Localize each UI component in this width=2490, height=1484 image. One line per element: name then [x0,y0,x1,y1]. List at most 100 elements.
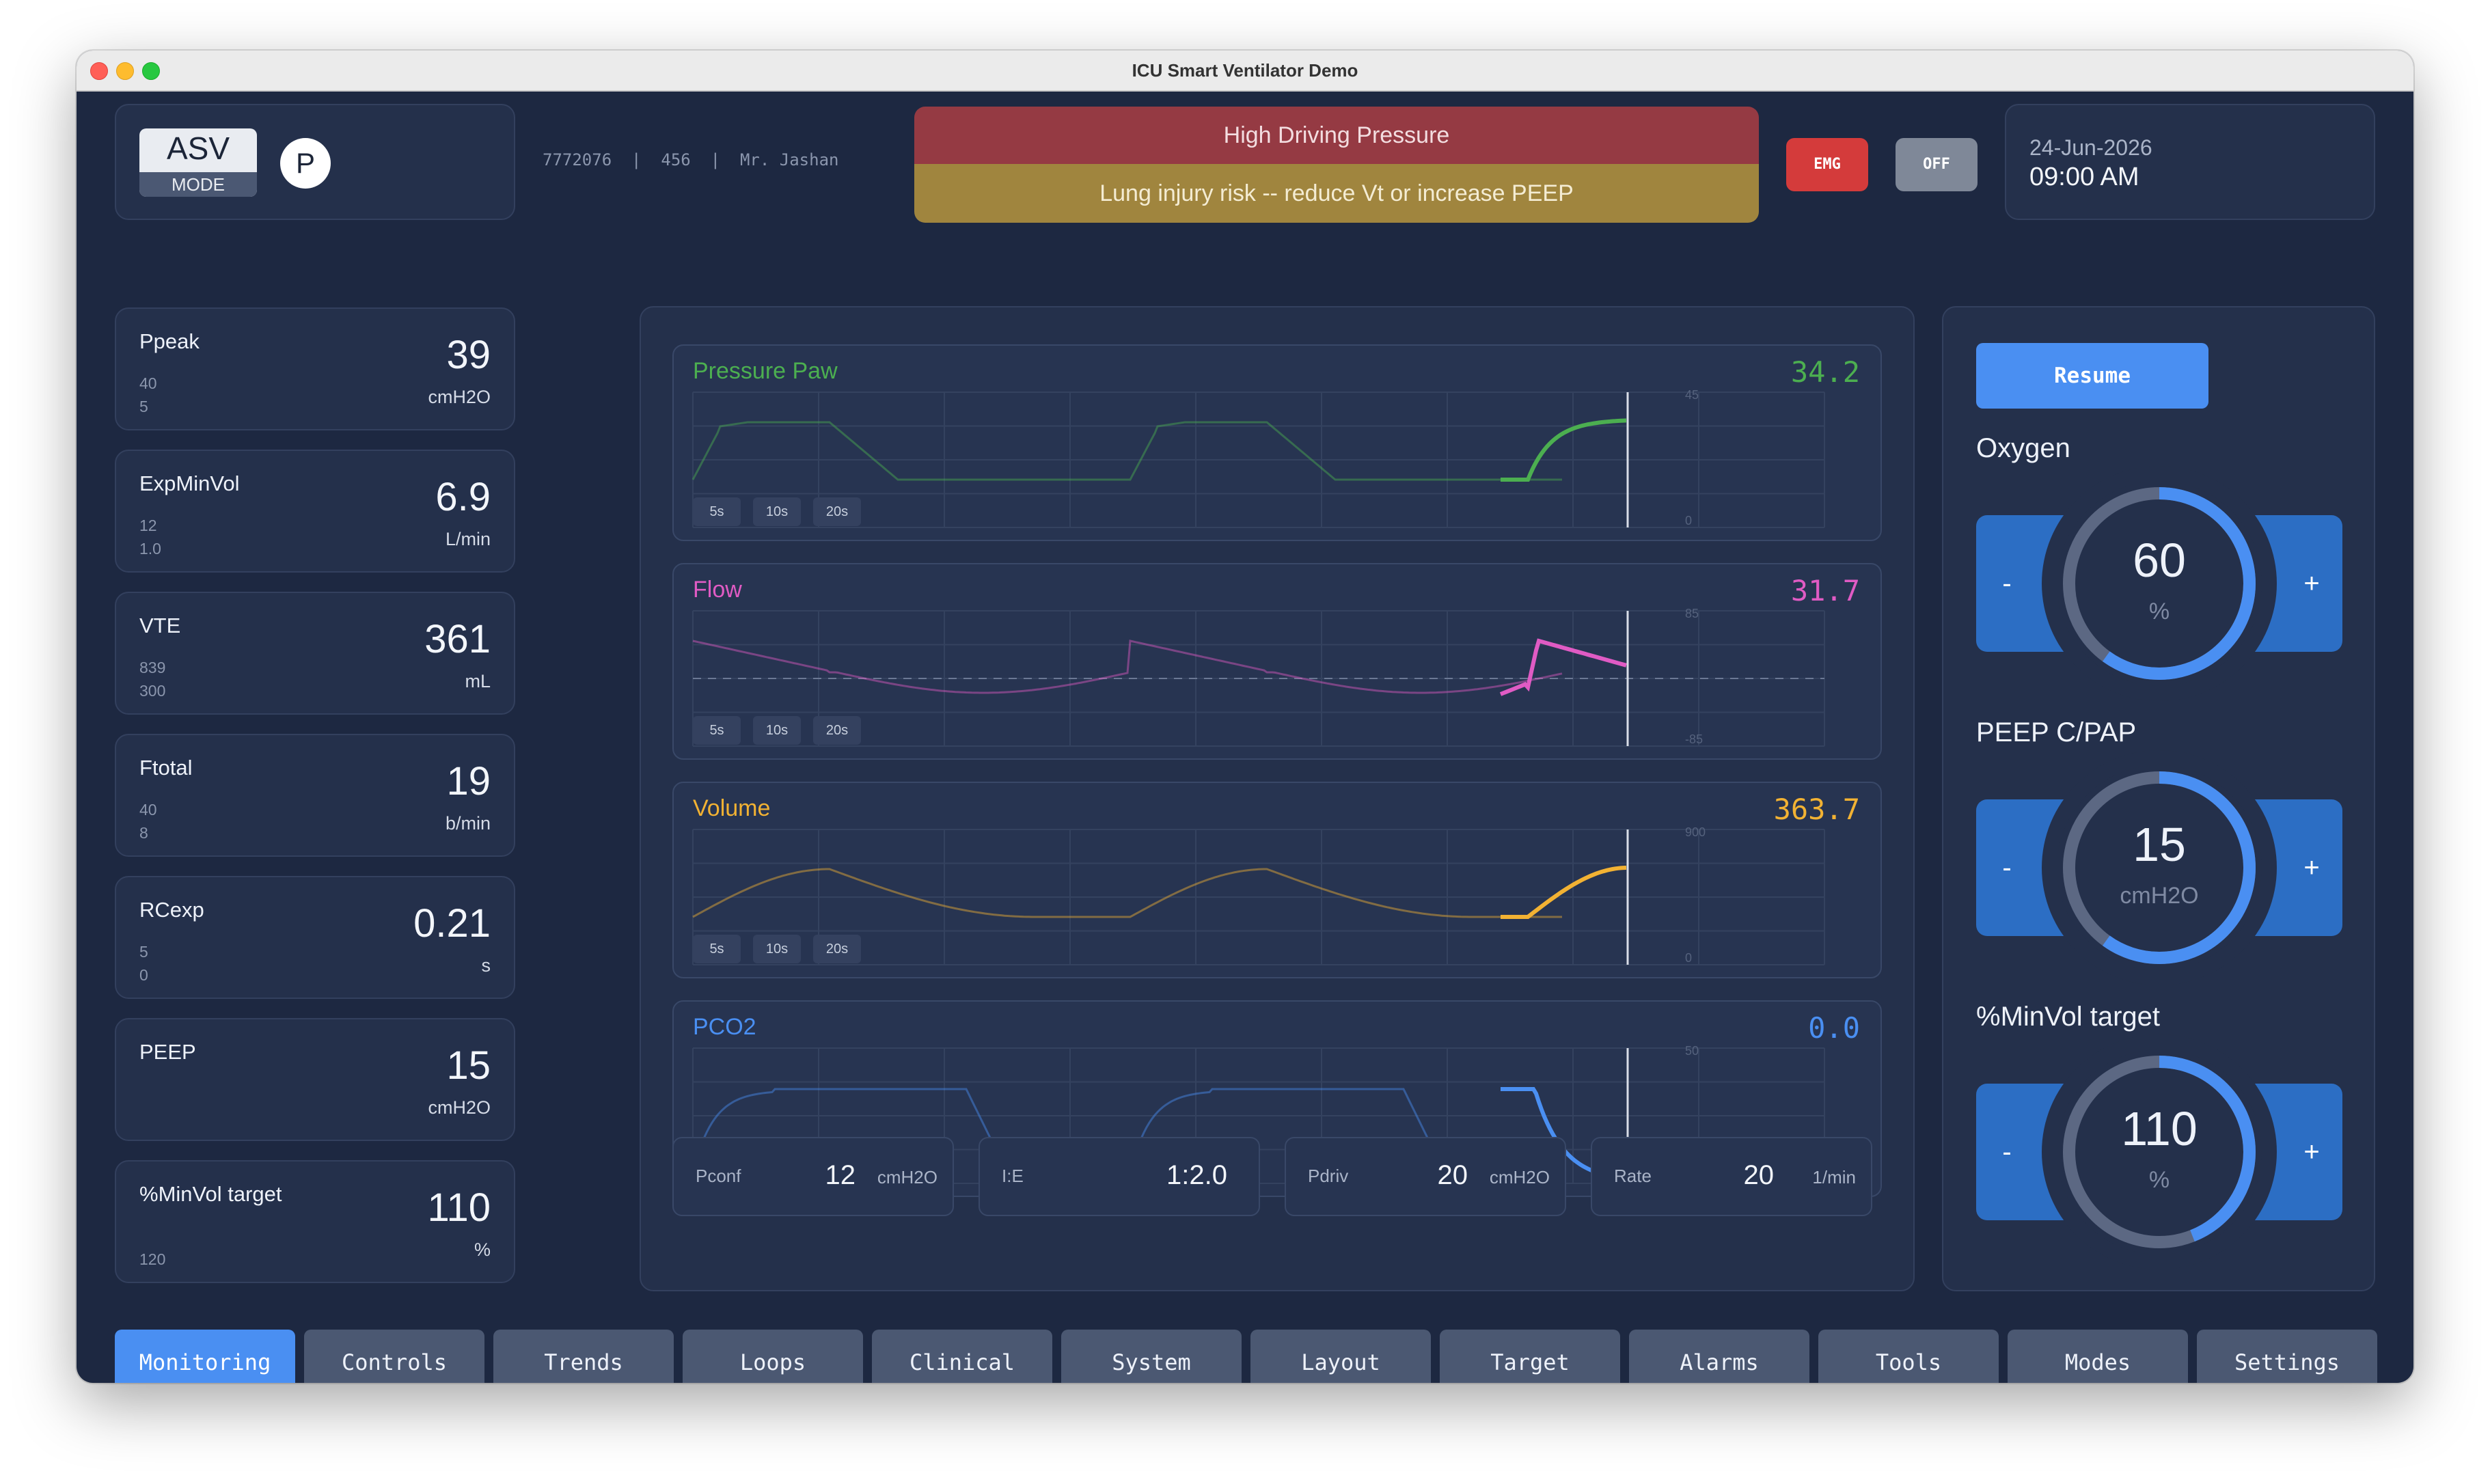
timebase-button[interactable]: 20s [813,716,861,745]
zoom-window-button[interactable] [142,62,160,80]
waveform-value: 31.7 [1790,574,1860,607]
nav-tab-modes[interactable]: Modes [2008,1330,2188,1383]
waveform-plot: 900 0 [692,825,1825,965]
mode-label: MODE [139,172,257,197]
param-value: 20 [1743,1160,1775,1190]
waveform-value: 34.2 [1790,355,1860,389]
knob-level-arc [2063,1056,2256,1248]
decrement-button[interactable]: - [2002,568,2012,599]
title-bar: ICU Smart Ventilator Demo [77,51,2413,92]
control-knob[interactable]: 110% [2057,1049,2262,1254]
resume-button[interactable]: Resume [1976,343,2208,409]
close-window-button[interactable] [90,62,108,80]
param-rate: Rate 20 1/min [1591,1137,1872,1216]
metric-value: 19 [446,759,491,803]
nav-tab-monitoring[interactable]: Monitoring [115,1330,295,1383]
mode-name: ASV [166,130,230,166]
axis-max-label: 45 [1685,388,1699,402]
nav-tab-tools[interactable]: Tools [1818,1330,1999,1383]
timebase-button[interactable]: 10s [753,497,801,526]
nav-tab-clinical[interactable]: Clinical [872,1330,1052,1383]
timebase-button[interactable]: 5s [693,497,741,526]
metric-high-limit: 12 [139,517,157,534]
patient-type-badge[interactable]: P [280,138,331,189]
param-label: Rate [1614,1166,1652,1186]
waveform-volume: 900 0 Volume 363.7 5s 10s 20s [672,782,1882,978]
nav-tab-target[interactable]: Target [1440,1330,1620,1383]
timebase-button[interactable]: 5s [693,935,741,963]
mode-selector[interactable]: ASV MODE [139,128,257,197]
nav-tab-trends[interactable]: Trends [493,1330,674,1383]
metric-label: ExpMinVol [139,471,240,495]
increment-button[interactable]: + [2303,1137,2320,1167]
metric-value: 361 [424,617,491,661]
off-button[interactable]: OFF [1896,138,1978,191]
metric-high-limit: 40 [139,801,157,819]
timebase-button[interactable]: 20s [813,935,861,963]
metric-unit: L/min [445,529,491,549]
timebase-button[interactable]: 20s [813,497,861,526]
waveform-value: 363.7 [1773,793,1860,826]
control-knob[interactable]: 60% [2057,481,2262,686]
metric-card: %MinVol target 110% 120 [115,1160,515,1283]
decrement-button[interactable]: - [2002,853,2012,883]
axis-max-label: 85 [1685,607,1699,620]
metric-low-limit: 8 [139,824,148,842]
waveform-name: Flow [693,577,742,603]
axis-max-label: 50 [1685,1044,1699,1058]
metric-label: PEEP [139,1040,196,1064]
control-label: PEEP C/PAP [1976,717,2137,747]
knob-value: 15 [2133,818,2186,871]
window-title: ICU Smart Ventilator Demo [1132,60,1358,81]
waveform-flow: 85 -85 Flow 31.7 5s 10s 20s [672,563,1882,760]
nav-tab-alarms[interactable]: Alarms [1629,1330,1809,1383]
knob-gauge [2063,771,2256,964]
axis-min-label: -85 [1685,732,1703,746]
alarm-banner[interactable]: High Driving Pressure Lung injury risk -… [914,107,1759,223]
nav-tab-layout[interactable]: Layout [1250,1330,1431,1383]
timebase-button[interactable]: 10s [753,716,801,745]
nav-tab-controls[interactable]: Controls [304,1330,484,1383]
emergency-button[interactable]: EMG [1786,138,1868,191]
metric-card: PEEP 15 cmH2O [115,1018,515,1141]
param-label: Pdriv [1308,1166,1349,1186]
increment-button[interactable]: + [2303,853,2320,883]
waveform-name: PCO2 [693,1014,756,1040]
param-label: Pconf [696,1166,741,1186]
metric-unit: cmH2O [428,1097,491,1118]
waveform-name: Volume [693,795,771,821]
param-unit: 1/min [1812,1167,1856,1187]
metric-low-limit: 120 [139,1250,166,1268]
minimize-window-button[interactable] [116,62,134,80]
metric-card: VTE 361 mL 839 300 [115,592,515,715]
nav-tab-loops[interactable]: Loops [683,1330,863,1383]
timebase-button[interactable]: 5s [693,716,741,745]
axis-min-label: 0 [1685,514,1692,527]
knob-unit: % [2148,1167,2170,1193]
metric-low-limit: 5 [139,398,148,415]
metric-card: ExpMinVol 6.9 L/min 12 1.0 [115,450,515,573]
control-label: Oxygen [1976,433,2070,463]
metric-label: Ftotal [139,756,193,780]
nav-tab-settings[interactable]: Settings [2197,1330,2377,1383]
metric-card: RCexp 0.21 s 5 0 [115,876,515,999]
control-knob[interactable]: 15 cmH2O [2057,765,2262,970]
metric-low-limit: 1.0 [139,540,161,558]
alarm-message: Lung injury risk -- reduce Vt or increas… [914,164,1759,223]
decrement-button[interactable]: - [2002,1137,2012,1167]
nav-tab-system[interactable]: System [1061,1330,1242,1383]
timebase-button[interactable]: 10s [753,935,801,963]
app-window: ICU Smart Ventilator Demo ASV MODE P 777… [77,51,2413,1383]
waveform-trace-history [692,640,1563,694]
waveform-trace-live [1501,418,1627,482]
metric-value: 0.21 [413,901,491,946]
metric-card: Ftotal 19 b/min 40 8 [115,734,515,857]
metric-unit: mL [465,671,491,691]
metric-unit: b/min [445,813,491,834]
increment-button[interactable]: + [2303,568,2320,599]
date: 24-Jun-2026 [2029,135,2152,160]
param-i-e: I:E 1:2.0 [979,1137,1260,1216]
metric-unit: cmH2O [428,387,491,407]
metric-high-limit: 5 [139,943,148,961]
metric-label: %MinVol target [139,1182,282,1206]
